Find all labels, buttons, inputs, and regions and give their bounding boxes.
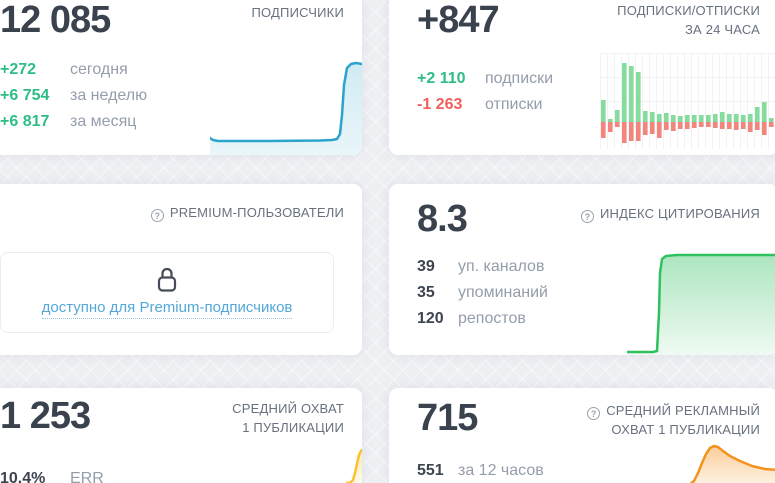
avg-post-reach-card: 1 253 СРЕДНИЙ ОХВАТ 1 ПУБЛИКАЦИИ 10.4% E…	[0, 388, 362, 483]
subscribers-sparkline-chart	[210, 61, 362, 155]
citation-stats: 39 уп. каналов 35 упоминаний 120 репосто…	[417, 254, 548, 332]
stat-label: подписки	[485, 70, 554, 87]
stat-row-week: +6 754 за неделю	[0, 83, 147, 109]
stat-value: +6 754	[0, 87, 50, 104]
title-line: ПОДПИСКИ/ОТПИСКИ	[617, 3, 760, 18]
premium-users-card: PREMIUM-ПОЛЬЗОВАТЕЛИ доступно для Premiu…	[0, 184, 362, 355]
title-line: СРЕДНИЙ РЕКЛАМНЫЙ	[587, 401, 760, 420]
lock-icon	[157, 267, 177, 292]
title-line: ЗА 24 ЧАСА	[684, 22, 760, 37]
premium-locked-box: доступно для Premium-подписчиков	[0, 252, 334, 333]
premium-card-title: PREMIUM-ПОЛЬЗОВАТЕЛИ	[150, 203, 344, 222]
stat-label: упоминаний	[458, 284, 548, 301]
subs-unsubs-card: +847 ПОДПИСКИ/ОТПИСКИ ЗА 24 ЧАСА +2 110 …	[389, 0, 775, 155]
avg-ad-reach-value: 715	[417, 397, 478, 439]
subs-unsubs-card-title: ПОДПИСКИ/ОТПИСКИ ЗА 24 ЧАСА	[617, 1, 760, 39]
stat-value: +272	[0, 61, 37, 78]
citation-sparkline-chart	[627, 253, 775, 355]
help-icon[interactable]	[587, 407, 601, 420]
stat-label: репостов	[458, 310, 526, 327]
bar-chart-svg	[601, 63, 774, 143]
help-icon[interactable]	[580, 210, 594, 223]
stat-value: 551	[417, 462, 444, 479]
stat-row-unsubscribes: -1 263 отписки	[417, 92, 553, 118]
subscribers-total: 12 085	[0, 0, 111, 41]
net-subs-24h: +847	[417, 0, 500, 41]
stat-label: за 12 часов	[458, 462, 544, 479]
subs-unsubs-stats: +2 110 подписки -1 263 отписки	[417, 66, 553, 118]
subs-unsubs-bar-chart	[600, 53, 775, 149]
stat-label: за неделю	[70, 87, 148, 104]
stat-value: 39	[417, 258, 435, 275]
title-text: СРЕДНИЙ РЕКЛАМНЫЙ	[606, 403, 760, 418]
avg-reach-stats: 10.4% ERR	[0, 466, 104, 483]
title-line: 1 ПУБЛИКАЦИИ	[242, 420, 344, 435]
stat-label: за месяц	[70, 113, 137, 130]
title-text: ИНДЕКС ЦИТИРОВАНИЯ	[599, 206, 760, 221]
stat-row-reposts: 120 репостов	[417, 306, 548, 332]
title-line: ОХВАТ 1 ПУБЛИКАЦИИ	[611, 422, 760, 437]
stat-row-today: +272 сегодня	[0, 57, 147, 83]
premium-subscription-link[interactable]: доступно для Premium-подписчиков	[41, 299, 293, 319]
stat-row-mentions: 35 упоминаний	[417, 280, 548, 306]
citation-card-title: ИНДЕКС ЦИТИРОВАНИЯ	[580, 204, 760, 223]
avg-reach-card-title: СРЕДНИЙ ОХВАТ 1 ПУБЛИКАЦИИ	[232, 399, 344, 437]
stat-label: уп. каналов	[458, 258, 545, 275]
help-icon[interactable]	[150, 209, 164, 222]
stat-value: -1 263	[417, 96, 463, 113]
stat-row-month: +6 817 за месяц	[0, 109, 147, 135]
stat-label: ERR	[70, 470, 104, 483]
stat-value: +2 110	[417, 70, 466, 87]
title-text: PREMIUM-ПОЛЬЗОВАТЕЛИ	[169, 205, 344, 220]
avg-reach-sparkline-chart	[346, 448, 362, 483]
stat-label: отписки	[485, 96, 543, 113]
stat-row-12h: 551 за 12 часов	[417, 458, 544, 483]
citation-index-card: 8.3 ИНДЕКС ЦИТИРОВАНИЯ 39 уп. каналов 35…	[389, 184, 775, 355]
stat-value: +6 817	[0, 113, 50, 130]
title-line: СРЕДНИЙ ОХВАТ	[232, 401, 344, 416]
stat-value: 35	[417, 284, 435, 301]
stat-row-subscribes: +2 110 подписки	[417, 66, 553, 92]
citation-index-value: 8.3	[417, 198, 468, 240]
avg-ad-reach-stats: 551 за 12 часов	[417, 458, 544, 483]
avg-reach-value: 1 253	[0, 395, 91, 437]
subscribers-card-title: ПОДПИСЧИКИ	[251, 5, 344, 20]
stat-value: 120	[417, 310, 444, 327]
subscribers-stats: +272 сегодня +6 754 за неделю +6 817 за …	[0, 57, 147, 135]
stat-value: 10.4%	[0, 470, 46, 483]
stat-row-channels: 39 уп. каналов	[417, 254, 548, 280]
avg-ad-reach-card: 715 СРЕДНИЙ РЕКЛАМНЫЙ ОХВАТ 1 ПУБЛИКАЦИИ…	[389, 388, 775, 483]
avg-ad-reach-card-title: СРЕДНИЙ РЕКЛАМНЫЙ ОХВАТ 1 ПУБЛИКАЦИИ	[587, 401, 760, 439]
subscribers-card: 12 085 ПОДПИСЧИКИ +272 сегодня +6 754 за…	[0, 0, 362, 155]
stat-label: сегодня	[70, 61, 128, 78]
avg-ad-reach-sparkline-chart	[690, 444, 775, 483]
stat-row-err: 10.4% ERR	[0, 466, 104, 483]
